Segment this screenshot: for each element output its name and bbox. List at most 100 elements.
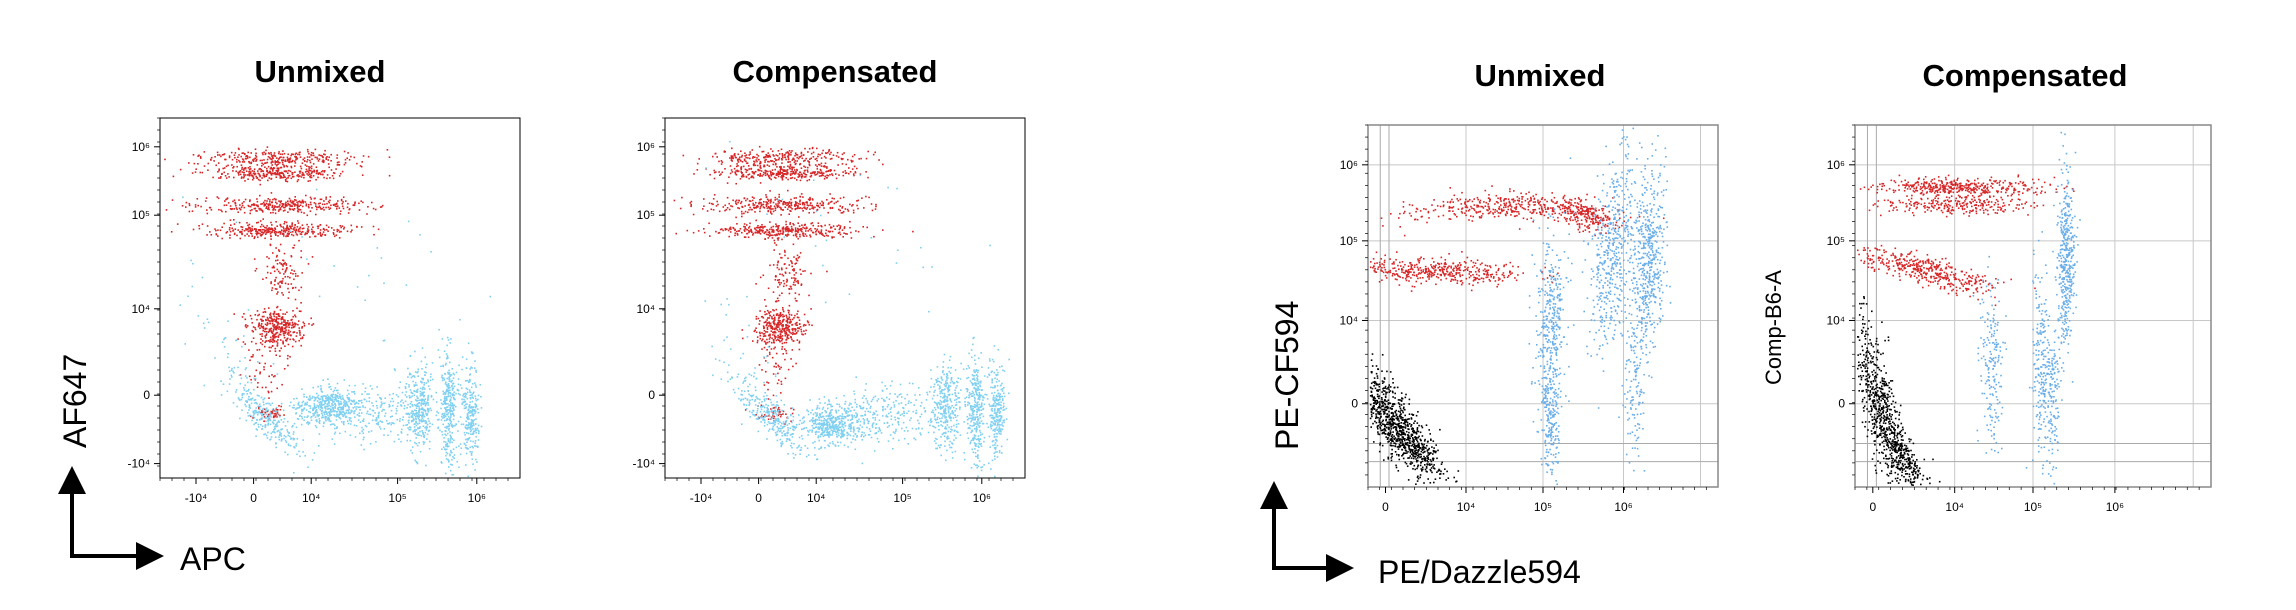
data-point xyxy=(390,430,392,433)
data-point xyxy=(321,160,324,163)
data-point xyxy=(772,210,775,213)
data-point xyxy=(307,205,310,208)
data-point xyxy=(416,462,419,465)
data-point xyxy=(293,446,295,448)
data-point xyxy=(275,319,277,322)
data-point xyxy=(759,199,761,201)
data-point xyxy=(350,155,352,158)
data-point xyxy=(784,263,786,265)
data-point xyxy=(295,426,298,429)
data-point xyxy=(321,155,323,157)
data-point xyxy=(275,161,277,163)
data-point xyxy=(203,165,206,167)
data-point xyxy=(449,389,451,392)
data-point xyxy=(768,176,771,179)
data-point xyxy=(321,233,324,235)
data-point xyxy=(273,415,275,417)
data-point xyxy=(245,367,247,369)
data-point xyxy=(441,431,443,433)
data-point xyxy=(774,279,777,281)
data-point xyxy=(282,235,285,237)
data-point xyxy=(333,443,336,445)
data-point xyxy=(256,318,258,321)
data-point xyxy=(238,154,240,156)
data-point xyxy=(225,210,227,213)
data-point xyxy=(276,413,279,416)
data-point xyxy=(801,157,804,160)
data-point xyxy=(835,177,838,180)
data-point xyxy=(298,310,301,312)
data-point xyxy=(371,402,373,404)
data-point xyxy=(467,409,469,412)
data-point xyxy=(283,434,286,437)
data-point xyxy=(445,408,447,410)
data-point xyxy=(292,247,295,249)
data-point xyxy=(329,405,332,408)
data-point xyxy=(785,267,788,270)
data-point xyxy=(863,207,865,209)
data-point xyxy=(306,173,308,175)
data-point xyxy=(762,203,765,206)
data-point xyxy=(468,437,471,439)
data-point xyxy=(788,229,790,232)
data-point xyxy=(362,432,365,434)
data-point xyxy=(407,376,409,378)
data-point xyxy=(255,267,258,270)
data-point xyxy=(292,431,295,433)
data-point xyxy=(827,211,829,214)
data-point xyxy=(287,434,289,437)
data-point xyxy=(402,424,405,427)
data-point xyxy=(268,402,271,405)
data-point xyxy=(768,174,770,177)
data-point xyxy=(778,233,780,235)
data-point xyxy=(466,403,468,405)
data-point xyxy=(787,158,790,160)
data-point xyxy=(420,411,423,414)
data-point xyxy=(292,310,294,312)
data-point xyxy=(287,153,289,156)
data-point xyxy=(300,176,303,178)
data-point xyxy=(797,157,800,160)
data-point xyxy=(770,148,772,150)
data-point xyxy=(734,154,736,157)
data-point xyxy=(417,432,420,434)
data-point xyxy=(276,423,278,425)
data-point xyxy=(383,282,385,284)
data-point xyxy=(445,362,447,365)
data-point xyxy=(295,152,297,155)
data-point xyxy=(752,202,754,205)
data-point xyxy=(740,168,742,171)
data-point xyxy=(263,433,265,436)
data-point xyxy=(290,327,293,329)
data-point xyxy=(321,398,324,400)
data-point xyxy=(803,227,806,230)
data-point xyxy=(279,331,282,333)
data-point xyxy=(267,390,270,393)
data-point xyxy=(276,327,278,329)
data-point xyxy=(291,345,294,348)
data-point xyxy=(794,201,797,203)
data-point xyxy=(273,318,276,321)
data-point xyxy=(312,154,315,157)
data-point xyxy=(783,170,785,172)
data-point xyxy=(787,230,790,233)
data-point xyxy=(810,202,812,204)
data-point xyxy=(340,226,342,229)
data-point xyxy=(451,384,453,387)
data-point xyxy=(305,204,308,207)
data-point xyxy=(741,161,744,163)
data-point xyxy=(297,175,299,177)
data-point xyxy=(316,156,318,159)
data-point xyxy=(440,419,443,421)
data-point xyxy=(389,405,391,408)
data-point xyxy=(866,226,868,229)
data-point xyxy=(309,173,311,176)
data-point xyxy=(283,327,286,330)
data-point xyxy=(258,419,261,421)
data-point xyxy=(477,411,480,414)
data-point xyxy=(257,178,260,181)
data-point xyxy=(794,279,796,282)
data-point xyxy=(335,203,338,206)
data-point xyxy=(802,210,804,212)
data-point xyxy=(712,198,715,200)
